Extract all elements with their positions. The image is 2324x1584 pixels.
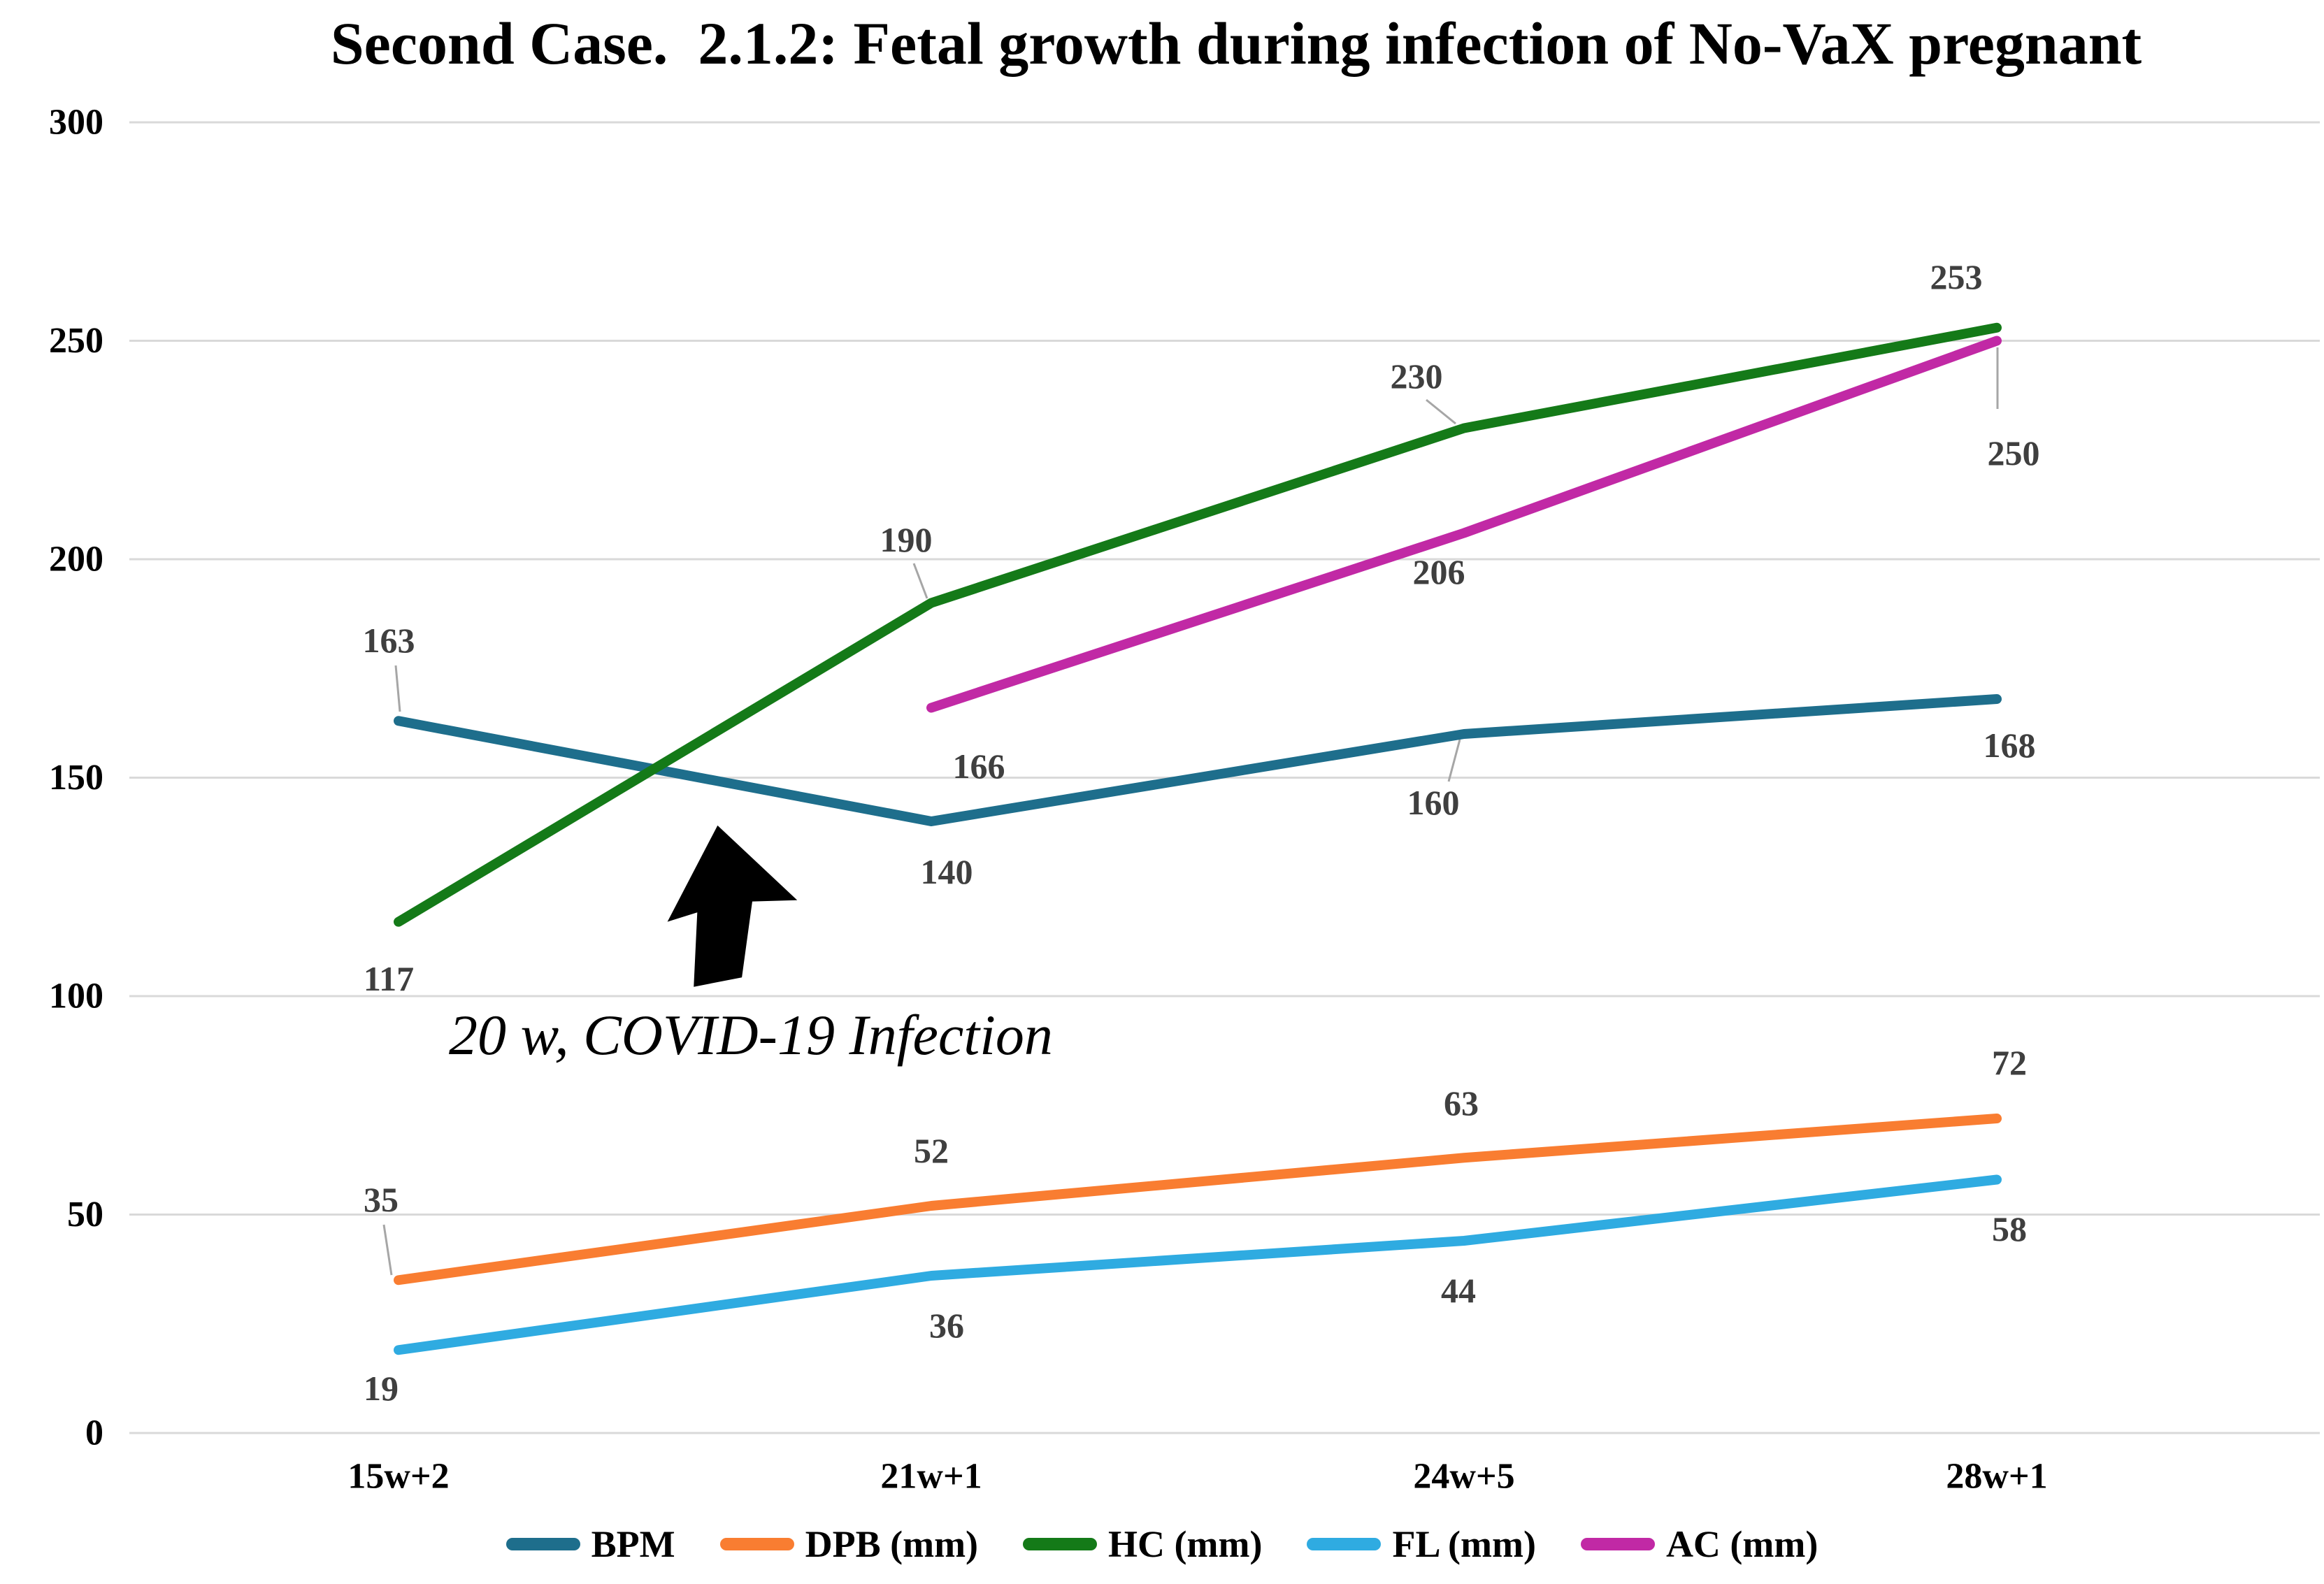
series-line-bpm <box>394 694 2002 826</box>
legend-label-bpm: BPM <box>591 1523 675 1565</box>
data-label-bpm-28w+1: 168 <box>1984 726 2036 765</box>
x-axis-label-24w+5: 24w+5 <box>1413 1457 1514 1497</box>
legend-swatch-fl-mm <box>1307 1538 1382 1550</box>
series-line-fl-mm <box>394 1174 2002 1355</box>
x-axis-label-21w+1: 21w+1 <box>880 1457 982 1497</box>
series-line-ac-mm <box>926 336 2002 713</box>
data-label-bpm-24w+5: 160 <box>1407 783 1460 822</box>
data-label-leader-3 <box>1426 398 1456 425</box>
legend-item-dpb-mm: DPB (mm) <box>719 1522 979 1566</box>
legend-label-dpb-mm: DPB (mm) <box>805 1523 979 1565</box>
data-label-leader-2 <box>912 563 928 599</box>
legend-label-hc-mm: HC (mm) <box>1108 1523 1263 1565</box>
data-label-hc-24w+5: 230 <box>1391 357 1443 396</box>
y-axis-tick-250: 250 <box>49 321 103 361</box>
series-line-dpb-mm <box>394 1114 2002 1286</box>
data-label-fl-15w+2: 19 <box>364 1369 399 1408</box>
data-label-ac-28w+1: 250 <box>1988 433 2040 473</box>
data-label-fl-24w+5: 44 <box>1441 1271 1476 1310</box>
data-label-hc-21w+1: 190 <box>880 520 933 559</box>
legend-item-bpm: BPM <box>505 1522 675 1566</box>
legend-label-fl-mm: FL (mm) <box>1392 1523 1536 1565</box>
data-label-dpb-24w+5: 63 <box>1444 1083 1479 1123</box>
chart-legend: BPM DPB (mm) HC (mm) FL (mm) AC (mm) <box>0 1522 2324 1566</box>
data-label-fl-28w+1: 58 <box>1992 1209 2027 1248</box>
data-label-leader-0 <box>394 665 401 712</box>
legend-item-fl-mm: FL (mm) <box>1307 1522 1536 1566</box>
data-label-ac-21w+1: 166 <box>953 747 1005 786</box>
data-label-dpb-21w+1: 52 <box>914 1131 949 1170</box>
data-label-hc-15w+2: 117 <box>364 959 414 998</box>
legend-swatch-dpb-mm <box>719 1538 794 1550</box>
x-axis-label-15w+2: 15w+2 <box>347 1457 449 1497</box>
data-label-leader-1 <box>382 1224 393 1276</box>
legend-label-ac-mm: AC (mm) <box>1665 1523 1819 1565</box>
data-label-fl-21w+1: 36 <box>929 1306 964 1345</box>
up-arrow-icon <box>667 825 798 987</box>
legend-swatch-ac-mm <box>1580 1538 1655 1550</box>
legend-item-hc-mm: HC (mm) <box>1023 1522 1262 1566</box>
x-axis-label-28w+1: 28w+1 <box>1946 1457 2047 1497</box>
data-label-bpm-21w+1: 140 <box>921 852 973 891</box>
chart-title: Second Case. 2.1.2: Fetal growth during … <box>330 10 2142 77</box>
covid-infection-annotation: 20 w, COVID-19 Infection <box>449 1003 1053 1067</box>
data-label-leader-4 <box>1447 739 1461 782</box>
legend-swatch-bpm <box>505 1538 580 1550</box>
y-axis-tick-0: 0 <box>85 1413 103 1453</box>
data-label-bpm-15w+2: 163 <box>363 621 415 660</box>
data-label-hc-28w+1: 253 <box>1930 257 1983 296</box>
y-axis-tick-150: 150 <box>49 758 103 798</box>
data-label-dpb-28w+1: 72 <box>1992 1043 2027 1082</box>
series-line-hc-mm <box>394 322 2002 927</box>
data-label-dpb-15w+2: 35 <box>364 1180 399 1219</box>
y-axis-tick-50: 50 <box>67 1195 103 1234</box>
legend-item-ac-mm: AC (mm) <box>1580 1522 1819 1566</box>
legend-swatch-hc-mm <box>1023 1538 1098 1550</box>
y-axis-tick-100: 100 <box>49 977 103 1016</box>
data-label-ac-24w+5: 206 <box>1413 552 1465 591</box>
y-axis-tick-200: 200 <box>49 540 103 579</box>
y-axis-tick-300: 300 <box>49 103 103 143</box>
